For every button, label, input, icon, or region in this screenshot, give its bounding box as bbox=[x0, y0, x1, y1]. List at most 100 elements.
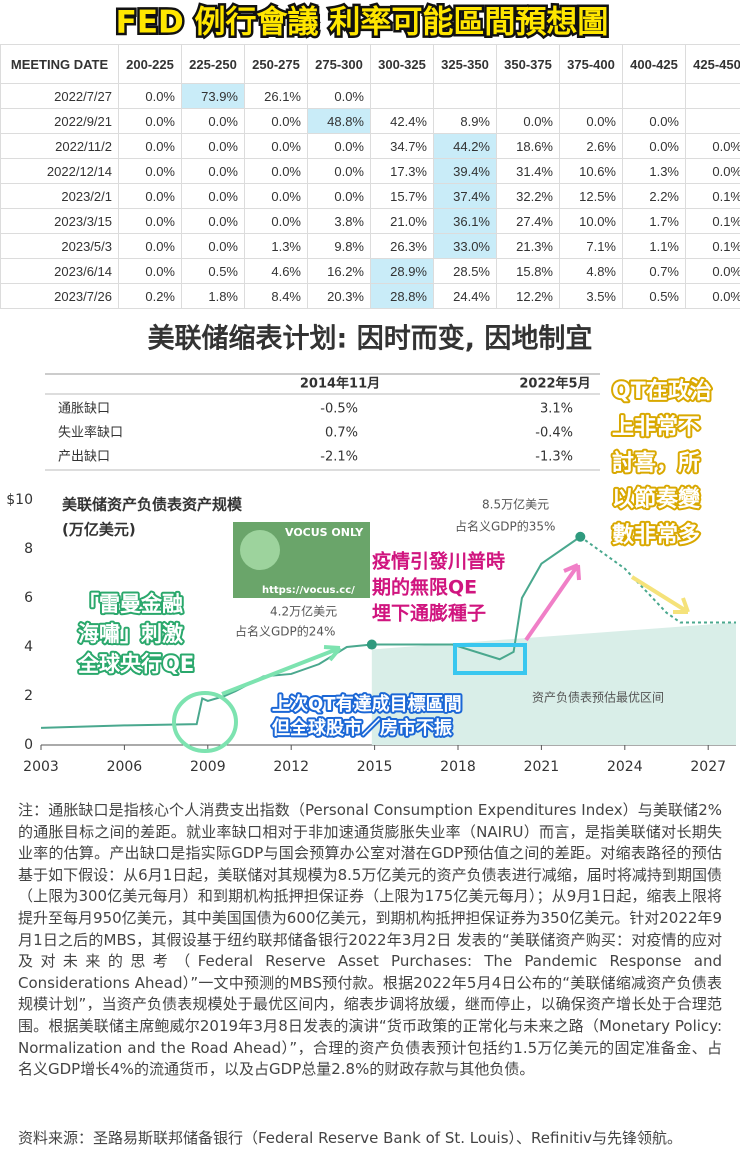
y-tick-label: 0 bbox=[24, 737, 33, 753]
probability-cell: 0.0% bbox=[622, 133, 686, 159]
probability-cell: 1.8% bbox=[181, 283, 245, 309]
probability-cell: 2.6% bbox=[559, 133, 623, 159]
column-header: 400-425 bbox=[622, 44, 686, 84]
table-row: 2023/6/14 0.0% 0.5% 4.6% 16.2% 28.9% 28.5% 15.8… bbox=[0, 258, 740, 284]
probability-cell: 12.5% bbox=[559, 183, 623, 209]
meeting-date: 2022/11/2 bbox=[0, 133, 119, 159]
probability-cell: 21.3% bbox=[496, 233, 560, 259]
optimal-range-area bbox=[371, 622, 736, 745]
probability-cell: 37.4% bbox=[433, 183, 497, 209]
meeting-date: 2023/6/14 bbox=[0, 258, 119, 284]
y-tick-label: 2 bbox=[24, 688, 33, 704]
probability-cell: 10.6% bbox=[559, 158, 623, 184]
section-title: 美联储缩表计划: 因时而变, 因地制宜 bbox=[148, 323, 593, 355]
probability-cell: 39.4% bbox=[433, 158, 497, 184]
column-header: 250-275 bbox=[244, 44, 308, 84]
probability-cell: 26.1% bbox=[244, 83, 308, 109]
meeting-date: 2023/3/15 bbox=[0, 208, 119, 234]
probability-cell: 0.0% bbox=[559, 108, 623, 134]
table-body: 2022/7/27 0.0% 73.9% 26.1% 0.0% 2022/9/21 0.0%… bbox=[0, 83, 740, 309]
probability-cell: 17.3% bbox=[370, 158, 434, 184]
probability-cell: 8.9% bbox=[433, 108, 497, 134]
x-tick-label: 2027 bbox=[690, 759, 726, 775]
y-tick-label: 6 bbox=[24, 590, 33, 606]
gap-value: -0.5% bbox=[320, 402, 358, 417]
highlight-circle bbox=[172, 691, 238, 753]
callout-text: 期的無限QE bbox=[372, 576, 477, 599]
highlight-box bbox=[453, 643, 527, 675]
annotation: 占名义GDP的24% bbox=[235, 624, 335, 639]
table-row: 2022/9/21 0.0% 0.0% 0.0% 48.8% 42.4% 8.9% 0.0% 0… bbox=[0, 108, 740, 134]
callout-text: 海嘯」刺激 bbox=[78, 622, 183, 646]
callout-text: 全球央行QE bbox=[77, 652, 194, 676]
empty-cell bbox=[685, 83, 740, 109]
probability-cell: 9.8% bbox=[307, 233, 371, 259]
table-row: 2022/7/27 0.0% 73.9% 26.1% 0.0% bbox=[0, 83, 740, 109]
probability-cell: 48.8% bbox=[307, 108, 371, 134]
probability-cell: 1.3% bbox=[244, 233, 308, 259]
probability-cell: 24.4% bbox=[433, 283, 497, 309]
arrow bbox=[221, 645, 342, 696]
meeting-date: 2022/12/14 bbox=[0, 158, 119, 184]
probability-cell: 4.6% bbox=[244, 258, 308, 284]
callout-text: 疫情引發川普時 bbox=[372, 550, 505, 573]
probability-cell: 0.1% bbox=[685, 233, 740, 259]
probability-cell: 0.0% bbox=[496, 108, 560, 134]
meeting-date: 2023/2/1 bbox=[0, 183, 119, 209]
y-tick-label: 4 bbox=[24, 639, 33, 655]
probability-cell: 0.0% bbox=[118, 258, 182, 284]
probability-cell: 0.0% bbox=[181, 158, 245, 184]
x-tick-label: 2009 bbox=[190, 759, 226, 775]
probability-cell: 0.0% bbox=[118, 83, 182, 109]
probability-cell: 0.0% bbox=[307, 183, 371, 209]
probability-cell: 3.8% bbox=[307, 208, 371, 234]
probability-cell: 12.2% bbox=[496, 283, 560, 309]
probability-cell: 73.9% bbox=[181, 83, 245, 109]
meeting-date: 2022/9/21 bbox=[0, 108, 119, 134]
meeting-date: 2022/7/27 bbox=[0, 83, 119, 109]
callout-text: 但全球股市／房市不振 bbox=[271, 717, 452, 739]
probability-cell: 21.0% bbox=[370, 208, 434, 234]
empty-cell bbox=[559, 83, 623, 109]
callout-text: 討喜，所 bbox=[612, 450, 700, 476]
probability-cell: 1.7% bbox=[622, 208, 686, 234]
probability-cell: 7.1% bbox=[559, 233, 623, 259]
column-header: 200-225 bbox=[118, 44, 182, 84]
probability-cell: 0.0% bbox=[307, 133, 371, 159]
watermark-icon bbox=[240, 530, 280, 570]
x-tick-label: 2018 bbox=[440, 759, 476, 775]
probability-cell: 33.0% bbox=[433, 233, 497, 259]
rate-table: MEETING DATE 200-225 225-250 250-275 275-300… bbox=[0, 44, 740, 309]
callout-text: 上非常不 bbox=[612, 414, 700, 440]
probability-cell: 0.0% bbox=[181, 108, 245, 134]
x-tick-label: 2003 bbox=[23, 759, 59, 775]
callout-text: 埋下通膨種子 bbox=[372, 602, 486, 625]
column-header: 225-250 bbox=[181, 44, 245, 84]
probability-cell: 0.1% bbox=[685, 183, 740, 209]
x-tick-label: 2012 bbox=[273, 759, 309, 775]
probability-cell: 0.2% bbox=[118, 283, 182, 309]
probability-cell: 26.3% bbox=[370, 233, 434, 259]
table-row: 2022/12/14 0.0% 0.0% 0.0% 0.0% 17.3% 39.4% 31.4… bbox=[0, 158, 740, 184]
balance-line bbox=[40, 535, 581, 729]
column-header: 375-400 bbox=[559, 44, 623, 84]
probability-cell: 0.5% bbox=[622, 283, 686, 309]
empty-cell bbox=[370, 83, 434, 109]
watermark-text: VOCUS ONLY bbox=[285, 526, 364, 539]
probability-cell: 0.0% bbox=[244, 133, 308, 159]
probability-cell: 0.0% bbox=[307, 158, 371, 184]
probability-cell: 31.4% bbox=[496, 158, 560, 184]
annotation: 8.5万亿美元 bbox=[482, 497, 549, 512]
forecast-line bbox=[579, 535, 736, 624]
column-header: 325-350 bbox=[433, 44, 497, 84]
watermark-text: https://vocus.cc/ bbox=[262, 585, 355, 596]
probability-cell: 0.7% bbox=[622, 258, 686, 284]
probability-cell: 0.0% bbox=[307, 83, 371, 109]
column-header: 275-300 bbox=[307, 44, 371, 84]
probability-cell: 0.0% bbox=[685, 158, 740, 184]
probability-cell: 0.0% bbox=[118, 183, 182, 209]
header-row: MEETING DATE 200-225 225-250 250-275 275-300… bbox=[0, 44, 740, 84]
column-header: 425-450 bbox=[685, 44, 740, 84]
